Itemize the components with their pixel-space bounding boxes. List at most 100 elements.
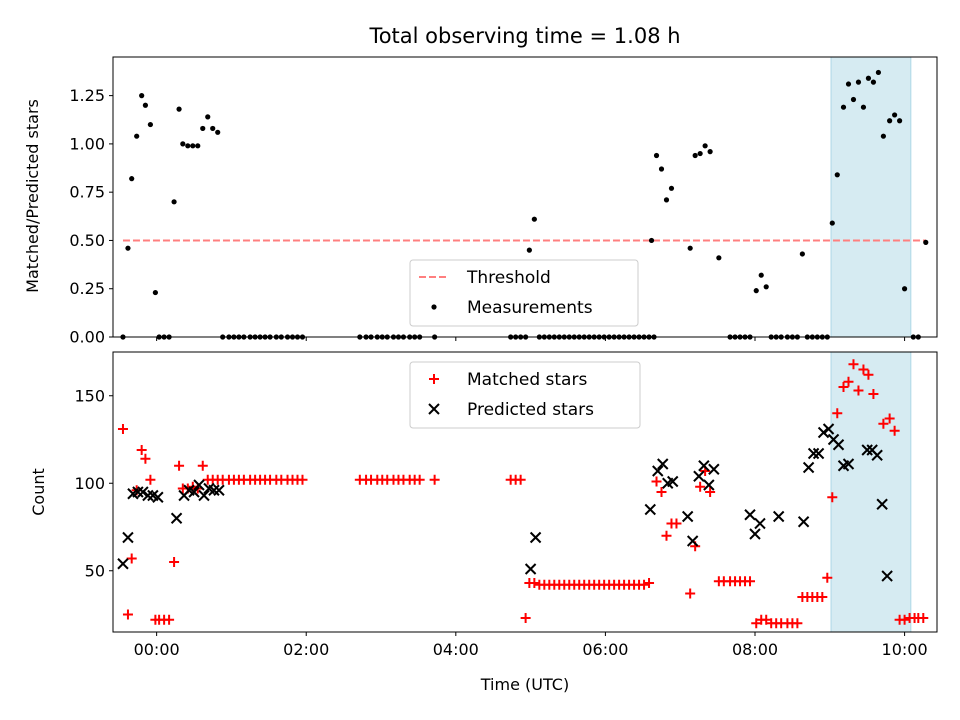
measurement-point [215,129,221,135]
measurement-point [663,197,670,203]
legend-predicted-swatch [428,403,440,415]
matched-star-point [136,445,147,455]
legend-matched-swatch [429,374,439,384]
measurement-point [758,272,764,278]
measurement-point [171,199,177,205]
predicted-star-point [644,503,656,516]
predicted-star-point [822,423,835,435]
matched-star-point [685,588,696,599]
predicted-star-point [881,570,893,582]
predicted-star-point [802,461,815,474]
measurement-point [180,141,186,147]
predicted-star-point [876,498,888,510]
predicted-star-point [524,563,537,575]
matched-star-point [297,474,308,485]
predicted-star-point [142,489,154,502]
legend-measurement-swatch [431,304,437,310]
predicted-star-point [117,558,129,570]
x-tick-label: 10:00 [882,640,928,659]
matched-star-point [671,518,682,529]
predicted-star-point [871,449,883,461]
measurement-point [653,152,660,159]
measurement-point [901,286,908,292]
predicted-star-point [208,484,220,496]
matched-star-point [126,553,137,564]
measurement-point [210,125,216,132]
predicted-star-point [807,447,820,460]
measurement-point [176,106,182,112]
matched-star-point [817,592,828,602]
predicted-star-point [817,426,830,439]
x-tick-label: 06:00 [582,640,628,659]
y-tick-label: 0.50 [69,231,105,250]
matched-star-point [644,578,655,588]
matched-star-point [792,618,803,629]
measurement-point [707,149,713,155]
legend-box [409,259,639,327]
matched-star-point [169,557,180,567]
matched-star-point [122,609,133,620]
x-tick-label: 08:00 [732,640,778,659]
matched-star-point [899,614,910,625]
matched-star-point [853,385,864,396]
matched-star-point [695,481,706,492]
highlight-span [830,351,912,633]
matched-star-point [878,418,889,429]
measurement-point [195,143,201,149]
predicted-star-point [667,475,679,488]
legend-label: Matched stars [467,370,587,390]
plot-frame [112,56,938,338]
measurement-point [129,176,135,182]
y-tick-label: 1.25 [69,86,105,105]
measurement-point [799,251,805,257]
predicted-star-point [698,460,710,472]
measurement-point [147,121,153,128]
predicted-star-point [686,535,699,547]
predicted-star-point [170,512,183,524]
predicted-star-point [529,531,542,544]
measurement-point [205,114,211,120]
y-tick-label: 150 [74,386,105,405]
matched-star-point [843,376,854,387]
measurement-point [855,79,862,85]
legend-label: Threshold [466,268,551,288]
predicted-star-point [188,486,200,498]
predicted-star-point [703,479,715,491]
y-tick-label: 1.00 [69,134,105,153]
measurement-point [829,220,835,226]
predicted-star-point [812,447,825,460]
predicted-star-point [137,486,149,498]
matched-star-point [117,424,128,434]
predicted-star-point [657,458,669,470]
x-tick-label: 02:00 [283,640,329,659]
matched-star-point [529,578,540,588]
measurement-point [702,143,708,149]
y-tick-label: 0.75 [69,183,105,202]
measurement-point [658,166,665,172]
measurement-point [753,288,759,294]
y-tick-label: 0.00 [69,328,105,347]
matched-star-point [884,413,895,424]
top-panel: 0.00 0.25 0.50 0.75 1.00 1.25 Threshold Measure… [69,56,938,347]
bottom-panel: 50 100 150 00:00 02:00 04:00 06:00 08:00 10:00 Ma… [74,351,938,659]
chart-title: Total observing time = 1.08 h [368,24,680,48]
matched-star-point [656,487,667,497]
predicted-star-point [797,516,810,528]
predicted-star-point [744,509,756,521]
measurement-point [139,93,145,99]
predicted-star-point [213,484,225,496]
measurement-point [692,152,698,159]
matched-star-point [197,460,208,471]
measurement-point [200,125,206,132]
measurement-point [648,237,655,244]
matched-star-point [661,530,672,541]
matched-star-point [705,487,716,497]
measurement-point [697,150,703,157]
matched-star-point [822,572,833,583]
measurement-point [870,79,877,85]
y-tick-label: 0.25 [69,279,105,298]
predicted-star-point [198,489,210,502]
measurement-point [185,143,191,149]
predicted-star-point [861,444,873,456]
